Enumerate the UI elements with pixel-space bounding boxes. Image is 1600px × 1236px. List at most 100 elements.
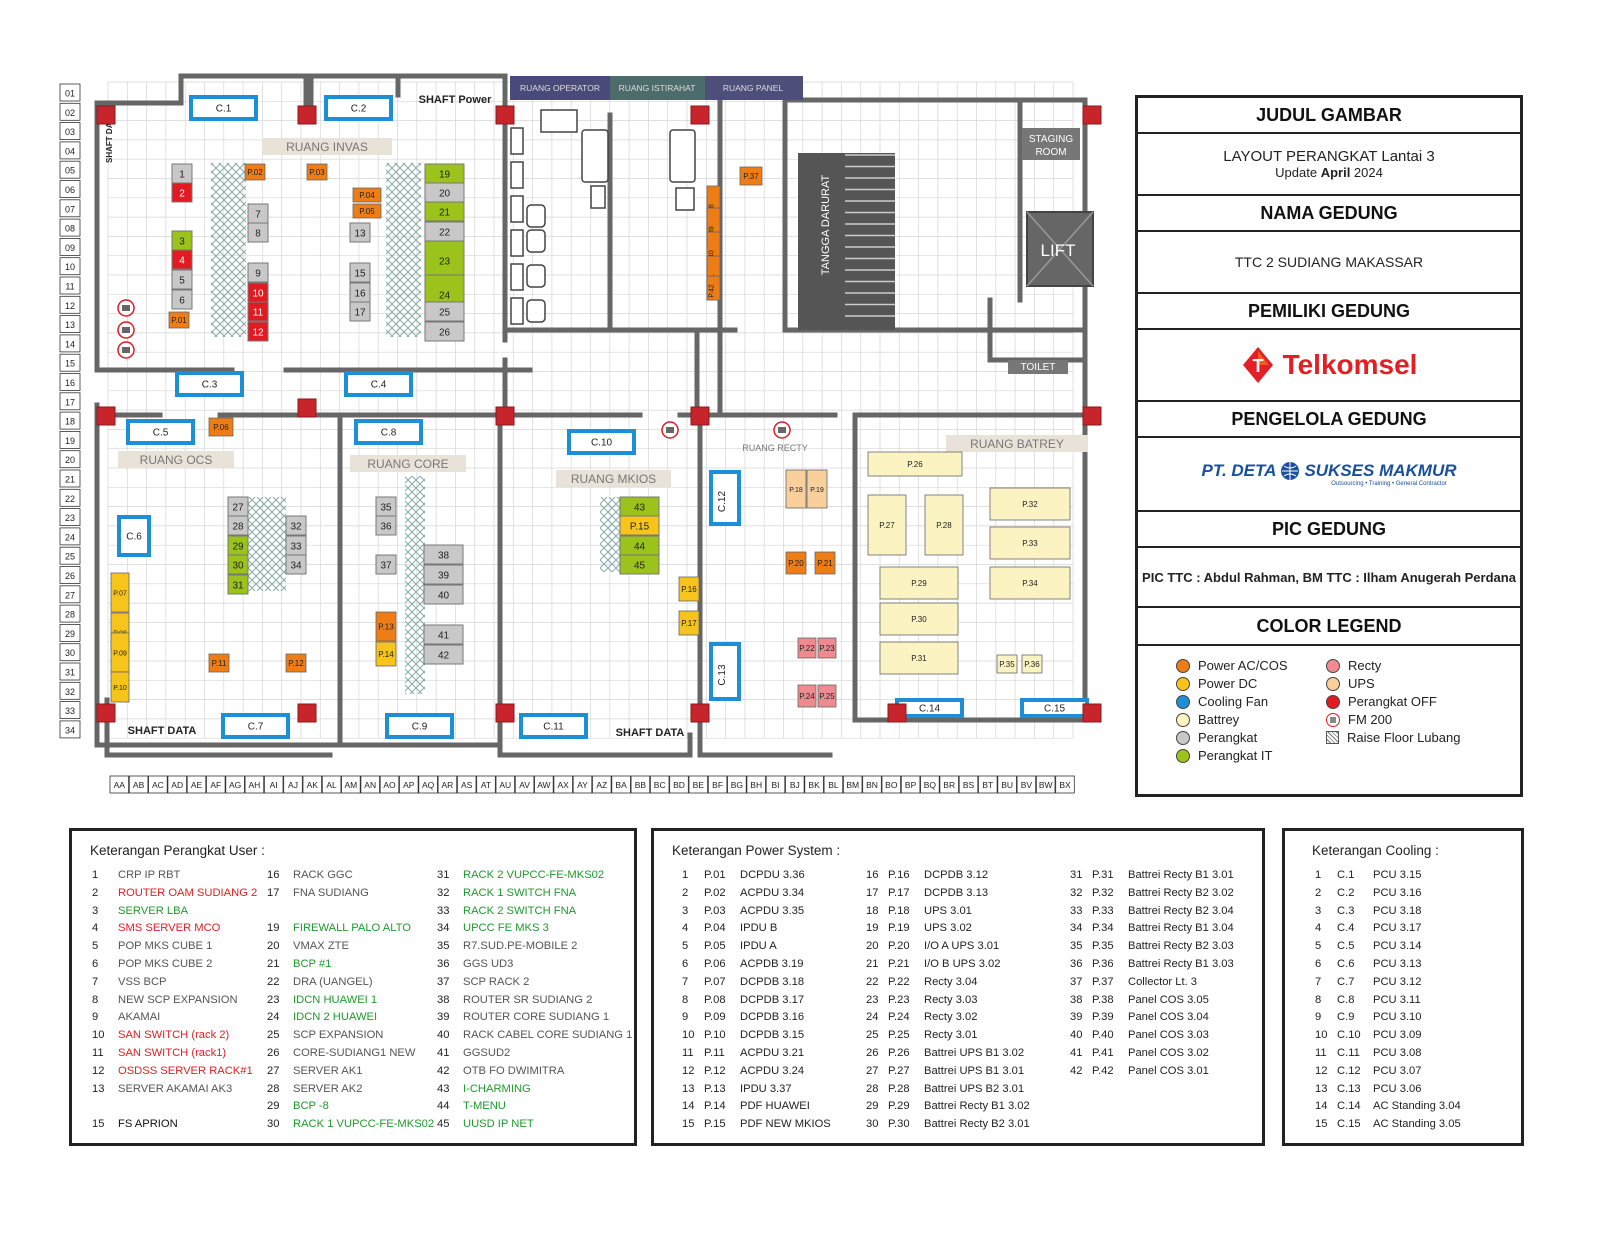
item-code: P.23 [888,993,910,1006]
item-name: PCU 3.08 [1373,1046,1422,1059]
legend-item: Cooling Fan [1176,694,1326,709]
list-item: 3 P.03 ACPDU 3.35 [682,903,831,921]
telkomsel-logo: T Telkomsel [1138,330,1520,402]
item-number: 33 [1070,904,1083,917]
telkomsel-wordmark: Telkomsel [1282,349,1418,380]
rack-label: 12 [252,328,264,339]
cooling-unit [344,371,413,397]
power-unit-label: P.01 [171,316,187,325]
legend-label: Power AC/COS [1198,658,1288,673]
item-number: 27 [267,1064,280,1077]
item-number [267,903,293,921]
col-label-box [727,775,747,794]
item-name: ACPDU 3.35 [740,904,805,917]
power-unit-label: P.09 [113,651,127,658]
legend-swatch [1176,748,1190,763]
col-label-box [785,775,805,794]
row-label-box [59,102,81,121]
col-label: AF [210,780,221,790]
power-unit-label: P.27 [879,521,895,530]
rack-label: 21 [439,208,451,219]
pengelola-heading: PENGELOLA GEDUNG [1138,402,1520,438]
power-unit [817,684,837,708]
power-unit [797,637,817,659]
desk [510,127,524,155]
update-prefix: Update [1275,165,1321,180]
legend-item: Power DC [1176,676,1326,691]
rack [375,554,397,575]
item-number: 5 [682,940,689,953]
list-item: 11 C.11 PCU 3.08 [1315,1045,1461,1063]
row-label-box [59,566,81,584]
power-unit-label: P.05 [359,207,375,216]
row-label: 22 [65,494,75,504]
col-label-box [611,775,631,794]
item-number: 3 [1315,904,1322,917]
item-number: 38 [1070,993,1083,1006]
user-col-3: 31 RACK 2 VUPCC-FE-MKS02 32 RACK 1 SWITCH F… [437,867,632,1134]
item-number: 9 [682,1011,689,1024]
chair [526,204,546,228]
cooling-col-1: 1 C.1 PCU 3.15 2 C.2 PCU 3.16 3 C.3 PCU 3.18 4 C.4… [1315,867,1461,1134]
power-unit-label: P.24 [799,692,815,701]
item-code: P.42 [1092,1064,1114,1077]
sofa [581,129,609,183]
list-item: 26 P.26 Battrei UPS B1 3.02 [866,1045,1030,1063]
list-item: 38 P.38 Panel COS 3.05 [1070,992,1234,1010]
list-item: 38 ROUTER SR SUDIANG 2 [437,992,632,1010]
col-label: BK [808,780,820,790]
power-unit-label: P.36 [1024,660,1040,669]
legend-heading: COLOR LEGEND [1256,615,1402,636]
lift-label: LIFT [1041,241,1076,260]
list-item: 3 SERVER LBA [92,903,257,921]
col-label: BX [1059,780,1071,790]
row-label-box [59,643,81,662]
power-unit [208,653,230,673]
desk [510,161,524,189]
item-code: P.29 [888,1100,910,1113]
legend-label: FM 200 [1348,712,1393,727]
list-item: 4 SMS SERVER MCO [92,920,257,938]
row-label-box [59,257,81,276]
item-name: AKAMAI [118,1011,161,1024]
legend-swatch [1326,676,1340,691]
shaft-data-top-label: SHAFT DATA [105,113,114,163]
globe-icon [1281,462,1300,480]
power-col-2: 16 P.16 DCPDB 3.12 17 P.17 DCPDB 3.13 18 P.18 UP… [866,867,1030,1134]
room-label-core: RUANG CORE [367,457,448,471]
item-number: 36 [1070,957,1083,970]
col-label: BR [943,780,955,790]
row-label: 03 [65,127,75,137]
cooling-unit-label: C.1 [216,104,232,115]
item-number [92,1098,118,1116]
item-code: P.08 [704,993,726,1006]
rack-label: 16 [354,289,366,300]
rack-label: 8 [255,229,261,240]
rack [423,564,464,585]
item-code: P.30 [888,1118,910,1131]
item-name: ACPDU 3.24 [740,1064,805,1077]
cooling-unit-label: C.4 [371,380,387,391]
row-label-box [59,199,81,218]
list-item: 9 P.09 DCPDB 3.16 [682,1009,831,1027]
power-unit [989,566,1071,600]
item-name: RACK GGC [293,869,353,881]
item-number: 35 [437,940,450,953]
legend-item: Battrey [1176,712,1326,727]
item-name: SERVER AKAMAI AK3 [118,1082,233,1095]
legend-swatch [1176,712,1190,727]
power-unit-label: P.03 [309,168,325,177]
item-code: P.01 [704,869,726,881]
cooling-unit [567,429,636,455]
fm200-icon-core [778,427,786,433]
item-number: 8 [682,993,689,1006]
item-name: Battrei Recty B1 3.04 [1128,922,1234,935]
col-label: AS [461,780,473,790]
rack-label: 45 [634,561,646,572]
row-label-box [59,701,81,719]
list-item: 22 DRA (UANGEL) [267,974,434,992]
col-label-box [341,775,361,794]
rack [247,301,269,322]
room-label-ocs: RUANG OCS [140,453,213,467]
item-name: PCU 3.06 [1373,1082,1422,1095]
